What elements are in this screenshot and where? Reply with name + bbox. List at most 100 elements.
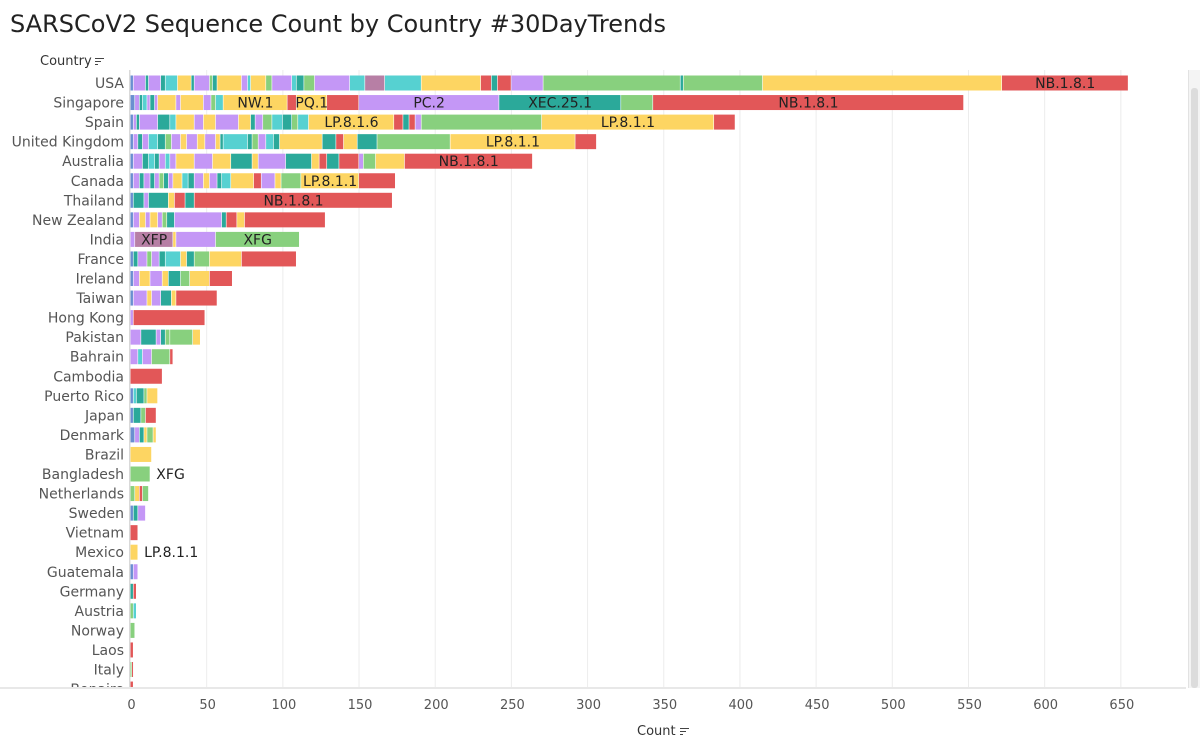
bar-row[interactable]: New Zealand [32, 212, 325, 229]
bar-segment[interactable] [144, 388, 147, 404]
bar-row[interactable]: Bonaire [70, 681, 133, 699]
bar-segment[interactable] [133, 583, 136, 599]
bar-segment[interactable] [226, 212, 237, 228]
bar-segment[interactable] [136, 114, 140, 130]
bar-segment[interactable] [160, 329, 165, 345]
bar-segment[interactable] [138, 134, 143, 150]
bar-segment[interactable] [160, 290, 172, 306]
bar-segment[interactable] [130, 662, 132, 677]
bar-segment[interactable] [762, 75, 1002, 91]
bar-segment[interactable] [130, 251, 133, 267]
bar-segment[interactable] [266, 75, 272, 91]
bar-segment[interactable] [162, 212, 167, 228]
bar-segment[interactable] [189, 271, 210, 286]
bar-segment[interactable] [180, 271, 190, 286]
bar-segment[interactable] [212, 153, 231, 169]
bar-segment[interactable] [135, 486, 140, 502]
bar-segment[interactable] [220, 134, 223, 150]
bar-segment[interactable] [212, 75, 217, 91]
bar-segment[interactable] [142, 153, 149, 169]
bar-segment[interactable] [130, 642, 133, 658]
bar-segment[interactable] [491, 75, 498, 91]
bar-segment[interactable] [480, 75, 491, 91]
bar-segment[interactable] [499, 95, 621, 111]
bar-segment[interactable] [281, 173, 301, 189]
bar-segment[interactable] [176, 231, 216, 247]
bar-segment[interactable] [139, 212, 146, 228]
bar-segment[interactable] [327, 153, 339, 169]
bar-segment[interactable] [253, 173, 261, 189]
bar-segment[interactable] [304, 75, 315, 91]
bar-segment[interactable] [511, 75, 543, 91]
bar-segment[interactable] [653, 95, 964, 111]
bar-segment[interactable] [273, 134, 280, 150]
bar-row[interactable]: Mexico LP.8.1.1 [75, 544, 198, 562]
bar-segment[interactable] [130, 290, 133, 306]
bar-segment[interactable] [165, 134, 172, 150]
bar-segment[interactable] [203, 114, 216, 130]
bar-segment[interactable] [130, 173, 133, 189]
bar-segment[interactable] [176, 153, 194, 169]
bar-row[interactable]: Pakistan [65, 329, 200, 347]
bar-segment[interactable] [136, 388, 144, 404]
bar-row[interactable]: Norway [71, 622, 135, 640]
bar-segment[interactable] [349, 75, 365, 91]
bar-row[interactable]: Puerto Rico [44, 388, 158, 405]
bar-row[interactable]: France [77, 251, 296, 268]
bar-row[interactable]: Australia NB.1.8.1 [62, 153, 533, 171]
bar-segment[interactable] [160, 75, 165, 91]
bar-segment[interactable] [168, 173, 173, 189]
bar-segment[interactable] [171, 290, 176, 306]
bar-segment[interactable] [176, 290, 217, 306]
bar-segment[interactable] [285, 153, 312, 169]
bar-segment[interactable] [151, 290, 161, 306]
bar-segment[interactable] [421, 114, 542, 130]
bar-segment[interactable] [130, 153, 133, 169]
bar-segment[interactable] [266, 134, 274, 150]
bar-segment[interactable] [135, 231, 173, 247]
bar-segment[interactable] [157, 212, 162, 228]
bar-segment[interactable] [156, 329, 161, 345]
bar-segment[interactable] [154, 153, 159, 169]
bar-segment[interactable] [327, 95, 359, 111]
bar-segment[interactable] [142, 95, 147, 111]
bar-segment[interactable] [147, 95, 150, 111]
bar-segment[interactable] [145, 407, 156, 423]
bar-segment[interactable] [375, 153, 405, 169]
bar-segment[interactable] [279, 134, 322, 150]
bar-segment[interactable] [130, 212, 133, 228]
bar-segment[interactable] [138, 349, 143, 365]
bar-segment[interactable] [130, 544, 138, 560]
bar-segment[interactable] [133, 505, 138, 521]
bar-segment[interactable] [363, 153, 376, 169]
bar-segment[interactable] [133, 407, 141, 423]
bar-segment[interactable] [154, 173, 159, 189]
bar-segment[interactable] [168, 192, 175, 208]
bar-segment[interactable] [241, 75, 248, 91]
bar-segment[interactable] [336, 134, 344, 150]
bar-row[interactable]: Netherlands [39, 486, 149, 503]
bar-row[interactable]: Canada LP.8.1.1 [71, 173, 396, 190]
bar-segment[interactable] [237, 212, 245, 228]
bar-segment[interactable] [215, 134, 220, 150]
bar-segment[interactable] [192, 329, 200, 345]
bar-segment[interactable] [292, 114, 298, 130]
bar-segment[interactable] [130, 603, 133, 619]
bar-segment[interactable] [170, 153, 176, 169]
bar-row[interactable]: Laos [92, 642, 133, 659]
bar-segment[interactable] [130, 388, 133, 404]
bar-segment[interactable] [680, 75, 683, 91]
bar-segment[interactable] [215, 231, 300, 247]
bar-segment[interactable] [205, 134, 216, 150]
bar-segment[interactable] [244, 212, 325, 228]
bar-segment[interactable] [258, 134, 266, 150]
bar-segment[interactable] [403, 114, 409, 130]
bar-segment[interactable] [133, 75, 146, 91]
bar-segment[interactable] [250, 114, 255, 130]
bar-segment[interactable] [144, 173, 150, 189]
bar-row[interactable]: Japan [84, 407, 156, 425]
bar-segment[interactable] [319, 153, 327, 169]
bar-row[interactable]: Bahrain [70, 349, 173, 366]
bar-segment[interactable] [683, 75, 763, 91]
bar-row[interactable]: Denmark [60, 427, 156, 444]
